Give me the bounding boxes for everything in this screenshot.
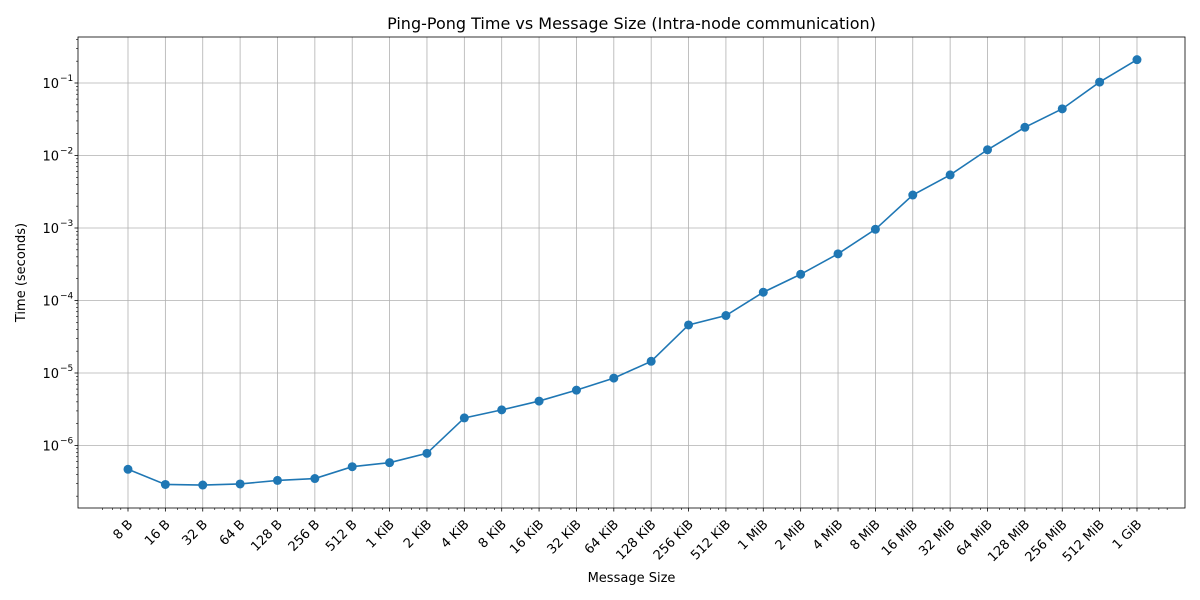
data-point (123, 464, 133, 474)
data-point (796, 269, 806, 279)
data-point (945, 170, 955, 180)
y-tick-label: 10 (42, 440, 59, 455)
y-tick-exponent: −4 (60, 292, 74, 302)
data-point (646, 356, 656, 366)
data-point (160, 479, 170, 489)
grid (78, 37, 1185, 508)
data-point (833, 249, 843, 259)
plot-frame (77, 36, 1186, 509)
chart-title: Ping-Pong Time vs Message Size (Intra-no… (387, 14, 876, 33)
data-point (422, 448, 432, 458)
data-point (385, 458, 395, 468)
data-point (497, 405, 507, 415)
y-tick-exponent: −5 (60, 364, 73, 374)
y-tick-label: 10 (42, 295, 59, 310)
series-line (127, 58, 1138, 486)
data-point (235, 479, 245, 489)
y-tick-label: 10 (42, 222, 59, 237)
y-tick-exponent: −2 (60, 147, 73, 157)
y-tick-exponent: −6 (60, 437, 74, 447)
y-tick-exponent: −3 (60, 219, 73, 229)
data-point (684, 320, 694, 330)
y-tick-label: 10 (42, 150, 59, 165)
y-tick-base: 10 (42, 440, 59, 455)
data-point (459, 413, 469, 423)
x-axis-label: Message Size (588, 571, 676, 586)
y-tick-exponent: −1 (60, 74, 73, 84)
data-point (272, 475, 282, 485)
data-point (1057, 104, 1067, 114)
data-point (908, 190, 918, 200)
y-tick-base: 10 (42, 295, 59, 310)
data-point (1132, 55, 1142, 65)
y-tick-base: 10 (42, 77, 59, 92)
data-point (198, 480, 208, 490)
y-tick-label: 10 (42, 367, 59, 382)
y-axis-ticks: 10−610−510−410−310−210−1 (42, 74, 78, 455)
y-tick-label: 10 (42, 77, 59, 92)
data-point (983, 145, 993, 155)
series-line-group (123, 55, 1142, 490)
y-tick-base: 10 (42, 150, 59, 165)
y-axis-label: Time (seconds) (14, 223, 29, 323)
data-point (758, 287, 768, 297)
data-point (571, 385, 581, 395)
data-point (1020, 122, 1030, 132)
data-point (870, 224, 880, 234)
data-point (721, 311, 731, 321)
data-point (310, 474, 320, 484)
data-point (609, 373, 619, 383)
y-tick-base: 10 (42, 367, 59, 382)
data-point (534, 396, 544, 406)
y-tick-base: 10 (42, 222, 59, 237)
data-point (347, 462, 357, 472)
data-point (1095, 77, 1105, 87)
